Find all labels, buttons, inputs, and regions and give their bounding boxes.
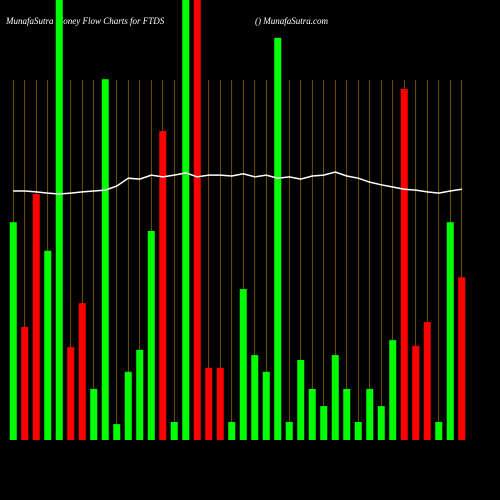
bar bbox=[354, 421, 362, 440]
bar bbox=[78, 303, 86, 440]
bar bbox=[124, 371, 132, 440]
bar bbox=[262, 371, 270, 440]
bar bbox=[55, 0, 63, 440]
bar bbox=[21, 326, 29, 440]
bar bbox=[377, 406, 385, 440]
bar bbox=[9, 222, 17, 440]
bar bbox=[251, 355, 259, 440]
bar bbox=[32, 194, 40, 440]
bar bbox=[320, 406, 328, 440]
bar bbox=[423, 322, 431, 440]
bar bbox=[159, 131, 167, 440]
bar bbox=[331, 355, 339, 440]
bar bbox=[458, 277, 466, 440]
bar bbox=[446, 222, 454, 440]
bar bbox=[193, 0, 201, 440]
bar bbox=[182, 0, 190, 440]
bar bbox=[389, 340, 397, 440]
chart-subtitle: () MunafaSutra.com bbox=[255, 16, 328, 26]
bar bbox=[239, 289, 247, 440]
bar bbox=[170, 421, 178, 440]
bar bbox=[90, 388, 98, 440]
bar bbox=[412, 345, 420, 440]
bar bbox=[228, 421, 236, 440]
money-flow-line bbox=[13, 171, 462, 195]
bar bbox=[205, 367, 213, 440]
bar bbox=[366, 388, 374, 440]
bar bbox=[297, 359, 305, 440]
bar bbox=[101, 79, 109, 440]
bar bbox=[136, 349, 144, 440]
bar bbox=[274, 37, 282, 441]
bar bbox=[67, 347, 75, 440]
bar bbox=[435, 421, 443, 440]
bar bbox=[343, 388, 351, 440]
bar bbox=[285, 421, 293, 440]
bar bbox=[113, 424, 121, 440]
bar bbox=[216, 367, 224, 440]
bar bbox=[400, 88, 408, 440]
bar bbox=[308, 388, 316, 440]
bar bbox=[44, 250, 52, 440]
bar bbox=[147, 231, 155, 440]
chart-title: MunafaSutra Money Flow Charts for FTDS bbox=[5, 16, 165, 26]
